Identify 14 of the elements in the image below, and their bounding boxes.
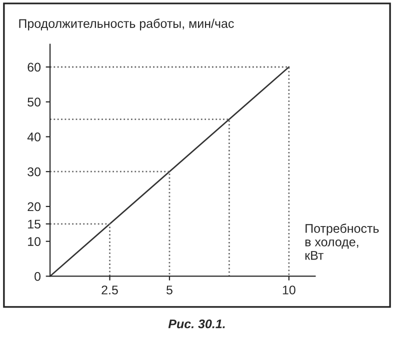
y-axis-title: Продолжительность работы, мин/час — [19, 18, 234, 30]
text: Рис. 30.1. — [168, 319, 225, 328]
y-tick-label: 30 — [28, 167, 41, 176]
y-tick-label: 20 — [28, 202, 41, 212]
y-tick-label: 15 — [28, 220, 40, 229]
y-tick-label: 60 — [28, 62, 41, 72]
y-tick-label: 10 — [28, 237, 41, 246]
x-tick-label: 10 — [282, 286, 296, 294]
x-tick-label: 5 — [166, 286, 172, 294]
x-tick-label: 2.5 — [102, 286, 118, 294]
y-tick-label: 40 — [27, 132, 41, 142]
x-axis-title: Потребность в холоде, кВт — [305, 224, 379, 260]
y-tick-label: 50 — [28, 98, 41, 107]
y-tick-label: 0 — [34, 272, 41, 281]
